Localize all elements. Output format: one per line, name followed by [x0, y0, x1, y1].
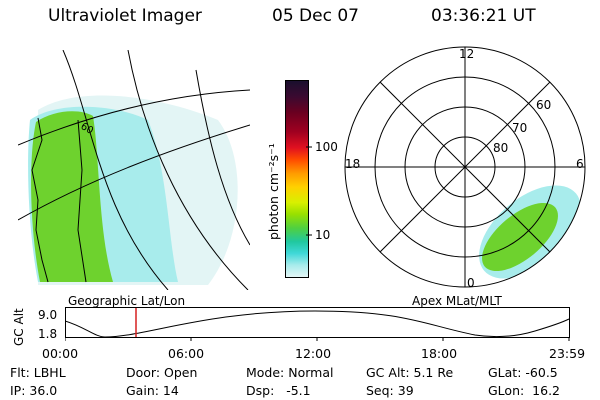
time-label: 03:36:21 UT	[431, 6, 536, 26]
alt-ytick-min: 1.8	[38, 327, 58, 341]
geographic-caption: Geographic Lat/Lon	[68, 294, 186, 308]
colorbar-tick-10: 10	[315, 228, 331, 242]
polar-aurora-green	[482, 202, 558, 272]
alt-xtick-0000: 00:00	[42, 346, 79, 361]
instrument-title: Ultraviolet Imager	[48, 6, 202, 26]
mlt-line-diag2	[379, 81, 551, 253]
info-flt: Flt: LBHL	[10, 365, 66, 380]
polar-caption: Apex MLat/MLT	[412, 294, 502, 308]
alt-ytick-max: 9.0	[38, 308, 58, 322]
alt-ylabel: GC Alt	[12, 308, 26, 346]
info-seq: Seq: 39	[366, 383, 414, 398]
info-gain: Gain: 14	[126, 383, 179, 398]
date-label: 05 Dec 07	[272, 6, 359, 26]
info-gc-alt: GC Alt: 5.1 Re	[366, 365, 454, 380]
colorbar-tick-100: 100	[315, 140, 338, 154]
alt-xtick-0600: 06:00	[168, 346, 205, 361]
mlt-label-12: 12	[459, 47, 475, 61]
colorbar-unit-label: photon cm⁻²s⁻¹	[266, 143, 281, 240]
alt-xtick-1200: 12:00	[295, 346, 332, 361]
colorbar-ticks	[306, 146, 312, 236]
info-door: Door: Open	[126, 365, 198, 380]
info-ip: IP: 36.0	[10, 383, 58, 398]
aurora-green-band	[31, 111, 113, 282]
altitude-curve	[65, 310, 570, 338]
polar-plot	[344, 46, 586, 288]
mlt-label-6: 6	[576, 157, 584, 171]
colorbar	[285, 80, 309, 278]
lat-lon-grid	[18, 50, 250, 290]
info-dsp: Dsp: -5.1	[246, 383, 311, 398]
info-mode: Mode: Normal	[246, 365, 334, 380]
altitude-plot	[65, 307, 570, 341]
mlt-label-18: 18	[345, 157, 361, 171]
alt-xtick-2359: 23:59	[549, 346, 586, 361]
mlat-label-70: 70	[512, 121, 528, 135]
mlt-label-0: 0	[467, 276, 475, 290]
geographic-image: 60	[18, 50, 250, 290]
coastline	[31, 117, 87, 283]
alt-xtick-1800: 18:00	[421, 346, 458, 361]
mlat-label-60: 60	[536, 98, 552, 112]
info-glon: GLon: 16.2	[488, 383, 560, 398]
info-glat: GLat: -60.5	[488, 365, 558, 380]
mlat-label-80: 80	[493, 141, 509, 155]
